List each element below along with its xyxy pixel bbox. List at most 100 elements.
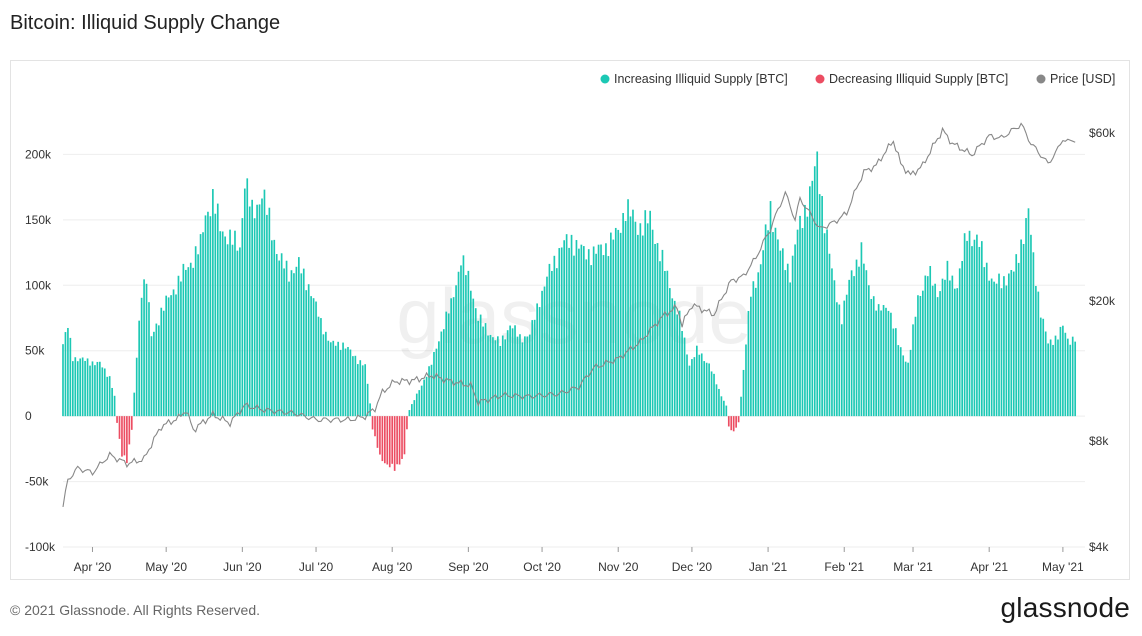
bar-increasing (961, 261, 963, 417)
bar-increasing (310, 296, 312, 417)
bar-increasing (332, 340, 335, 417)
bar-increasing (182, 263, 185, 417)
bar-increasing (167, 297, 170, 417)
bar-increasing (546, 276, 548, 417)
glassnode-logo[interactable]: glassnode (1000, 592, 1130, 623)
bar-increasing (629, 216, 632, 417)
bar-increasing (1044, 331, 1047, 417)
bar-increasing (67, 327, 69, 417)
bar-increasing (497, 336, 499, 417)
bar-increasing (818, 194, 821, 417)
y-tick-label: 200k (25, 147, 52, 161)
x-tick-label: Jul '20 (299, 560, 334, 574)
bar-increasing (425, 376, 428, 417)
bar-increasing (551, 270, 553, 417)
bar-increasing (101, 367, 104, 417)
bar-increasing (369, 403, 371, 417)
bar-increasing (831, 268, 833, 417)
bar-increasing (863, 263, 865, 417)
bar-increasing (799, 215, 801, 417)
bar-increasing (1054, 335, 1057, 417)
bar-increasing (1003, 276, 1005, 417)
bar-increasing (654, 243, 656, 417)
bar-increasing (462, 255, 465, 417)
bar-increasing (207, 211, 209, 417)
y-tick-label: -50k (25, 475, 49, 489)
bar-increasing (492, 337, 494, 417)
bar-decreasing (393, 416, 396, 471)
x-tick-label: Apr '20 (74, 560, 112, 574)
bar-increasing (683, 337, 686, 417)
bar-increasing (229, 229, 231, 417)
bar-increasing (678, 310, 681, 417)
bar-increasing (175, 294, 177, 417)
bar-increasing (315, 301, 317, 417)
bar-increasing (251, 199, 253, 417)
bar-decreasing (379, 416, 381, 455)
bar-increasing (649, 210, 651, 417)
bar-increasing (1059, 326, 1062, 417)
bar-increasing (836, 302, 838, 417)
bar-increasing (917, 295, 919, 417)
bar-increasing (953, 288, 956, 417)
bar-increasing (307, 284, 310, 417)
x-tick-label: Jun '20 (223, 560, 262, 574)
bar-increasing (966, 240, 968, 417)
bar-increasing (477, 320, 480, 417)
bar-decreasing (126, 416, 128, 464)
bar-increasing (69, 337, 72, 417)
bar-increasing (624, 221, 627, 417)
bar-increasing (929, 265, 932, 417)
bar-increasing (696, 345, 698, 417)
bar-increasing (821, 196, 823, 417)
bar-increasing (585, 259, 588, 417)
bar-decreasing (398, 416, 401, 465)
bar-increasing (676, 314, 679, 417)
bar-increasing (467, 270, 470, 417)
bar-increasing (688, 365, 691, 417)
bar-increasing (356, 364, 359, 417)
bar-decreasing (406, 416, 408, 430)
page-title: Bitcoin: Illiquid Supply Change (10, 12, 281, 34)
bar-increasing (288, 281, 290, 417)
bar-increasing (867, 285, 870, 417)
bar-increasing (723, 400, 725, 417)
bar-increasing (214, 213, 217, 417)
bar-increasing (926, 276, 929, 417)
bar-increasing (681, 331, 683, 417)
bar-increasing (580, 244, 583, 417)
bar-decreasing (730, 416, 733, 431)
bar-increasing (1049, 339, 1052, 417)
bar-increasing (806, 216, 809, 417)
bar-increasing (602, 255, 605, 417)
bar-increasing (990, 278, 993, 417)
bar-increasing (703, 361, 706, 417)
bar-increasing (553, 255, 556, 417)
bar-increasing (1047, 343, 1049, 417)
bar-increasing (786, 263, 789, 417)
bar-increasing (951, 275, 954, 417)
bar-increasing (791, 255, 794, 417)
bar-increasing (450, 298, 452, 417)
bar-increasing (980, 241, 983, 417)
bar-increasing (209, 216, 212, 417)
bar-increasing (442, 329, 445, 417)
bar-increasing (865, 270, 868, 417)
bar-increasing (140, 297, 143, 417)
bar-increasing (204, 215, 207, 417)
bar-increasing (659, 261, 661, 417)
bar-increasing (155, 323, 158, 417)
bar-increasing (904, 361, 907, 417)
bar-increasing (936, 297, 939, 417)
bar-increasing (872, 296, 875, 417)
bar-increasing (745, 344, 747, 417)
bar-increasing (482, 326, 484, 417)
bar-increasing (349, 349, 352, 417)
bar-decreasing (371, 416, 374, 430)
bar-increasing (612, 239, 615, 417)
bar-increasing (1020, 239, 1022, 417)
bar-increasing (568, 247, 570, 417)
bar-increasing (1057, 339, 1059, 417)
bar-increasing (447, 313, 450, 417)
bar-increasing (234, 230, 236, 417)
